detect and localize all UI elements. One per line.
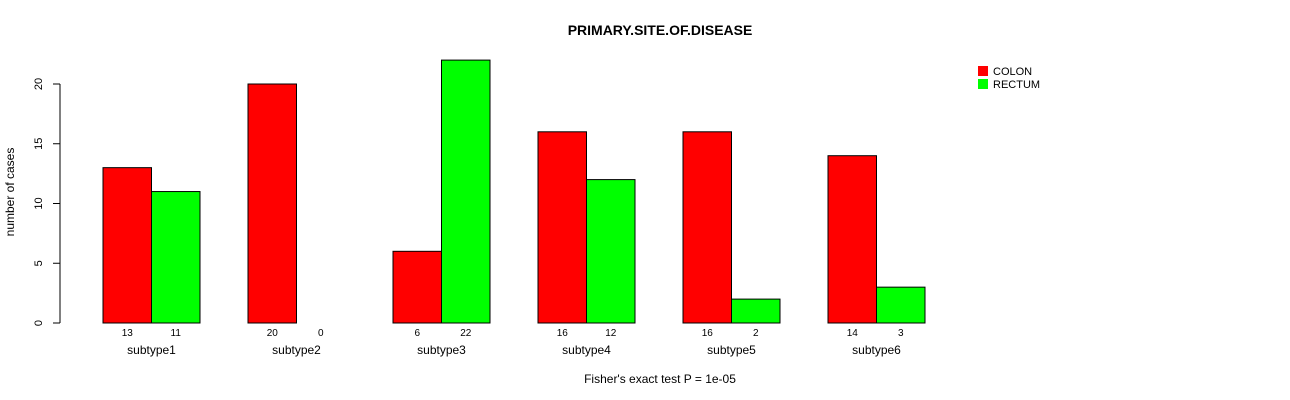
y-tick-label: 10 xyxy=(33,197,45,209)
bar-subtype1-rectum xyxy=(151,191,201,324)
bar-count-label: 13 xyxy=(122,328,134,339)
bar-count-label: 6 xyxy=(414,328,420,339)
y-tick-label: 5 xyxy=(33,260,45,266)
legend-label-rectum: RECTUM xyxy=(993,79,1040,91)
category-label-subtype2: subtype2 xyxy=(272,343,321,357)
y-axis-label: number of cases xyxy=(3,148,17,237)
bar-count-label: 2 xyxy=(753,328,759,339)
y-tick-label: 15 xyxy=(33,138,45,150)
bar-count-label: 0 xyxy=(318,328,324,339)
bar-count-label: 16 xyxy=(557,328,569,339)
bar-subtype3-colon xyxy=(392,250,442,324)
bar-count-label: 3 xyxy=(898,328,904,339)
bar-count-label: 16 xyxy=(702,328,714,339)
category-label-subtype1: subtype1 xyxy=(127,343,176,357)
legend-swatch-colon xyxy=(978,66,988,76)
y-axis: 0 5 10 15 20 xyxy=(33,78,61,326)
chart-title: PRIMARY.SITE.OF.DISEASE xyxy=(568,22,753,38)
x-axis-label: Fisher's exact test P = 1e-05 xyxy=(584,372,736,386)
legend-label-colon: COLON xyxy=(993,66,1032,78)
category-label-subtype5: subtype5 xyxy=(707,343,756,357)
bar-subtype2-colon xyxy=(247,83,297,324)
category-label-subtype4: subtype4 xyxy=(562,343,611,357)
category-label-subtype3: subtype3 xyxy=(417,343,466,357)
bar-count-label: 12 xyxy=(605,328,617,339)
bar-subtype5-colon xyxy=(682,131,732,324)
legend-swatch-rectum xyxy=(978,79,988,89)
y-tick-label: 20 xyxy=(33,78,45,90)
bar-count-label: 14 xyxy=(847,328,859,339)
bar-count-label: 20 xyxy=(267,328,279,339)
category-label-subtype6: subtype6 xyxy=(852,343,901,357)
bar-subtype1-colon xyxy=(102,167,152,324)
bar-subtype6-rectum xyxy=(876,286,926,324)
bar-subtype5-rectum xyxy=(731,298,781,324)
bar-count-label: 11 xyxy=(171,328,182,339)
bar-count-label: 22 xyxy=(460,328,472,339)
y-tick-label: 0 xyxy=(33,320,45,326)
bar-subtype3-rectum xyxy=(441,59,491,324)
bar-subtype6-colon xyxy=(827,155,877,324)
bar-subtype4-colon xyxy=(537,131,587,324)
bars-group: 13 11 subtype1 20 0 subtype2 6 22 subtype3 16 12 su… xyxy=(102,59,926,357)
bar-subtype4-rectum xyxy=(586,179,636,324)
